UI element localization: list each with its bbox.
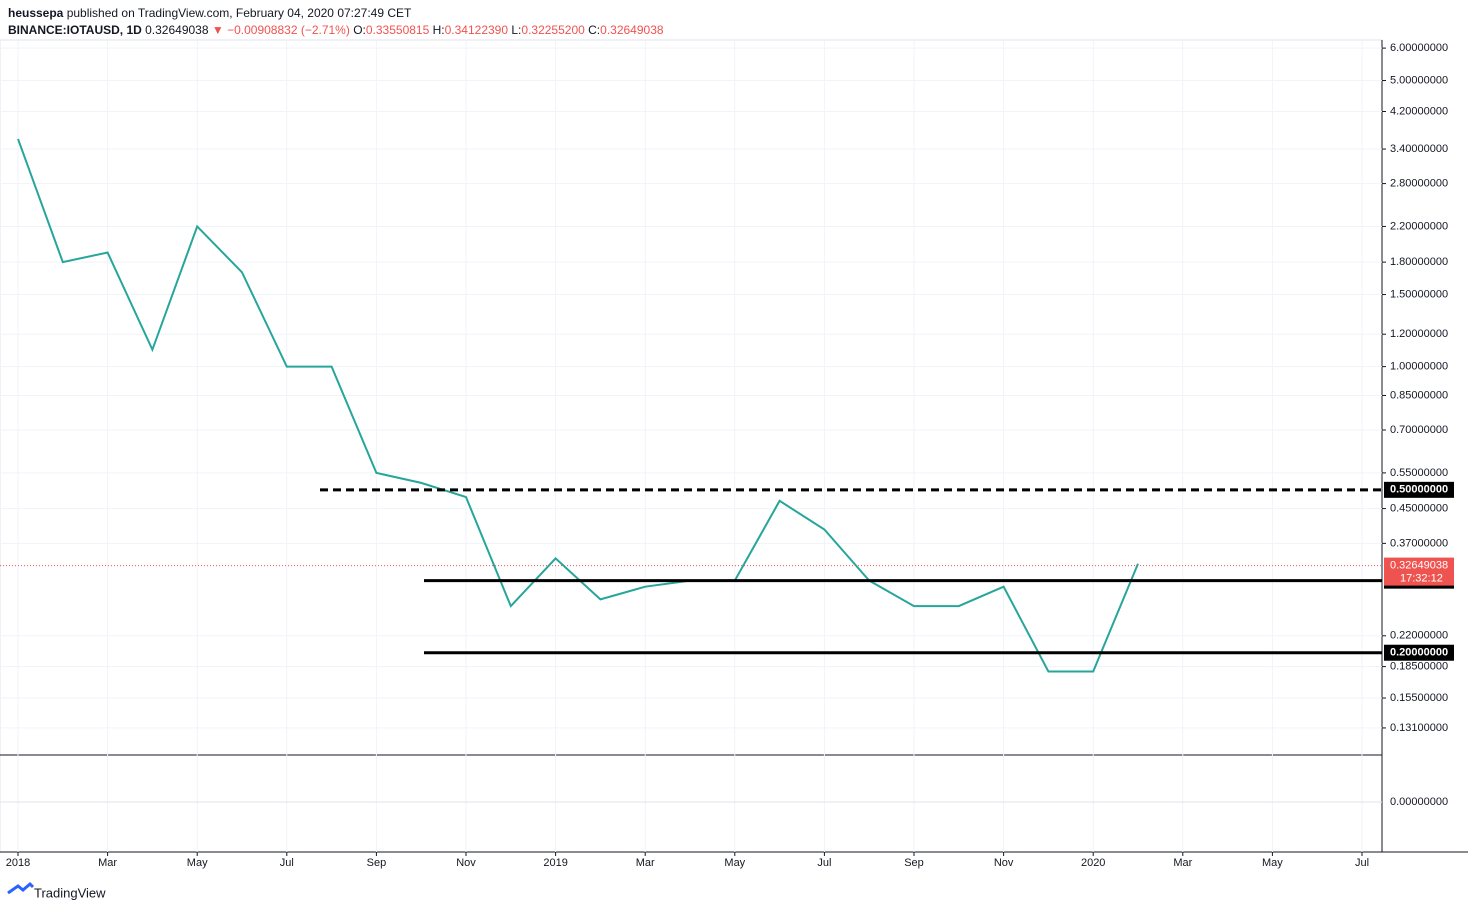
x-tick-label: Mar — [98, 857, 117, 869]
y-tick-label: 2.80000000 — [1390, 177, 1448, 189]
x-tick-label: Sep — [367, 857, 387, 869]
symbol: BINANCE:IOTAUSD, 1D — [8, 23, 142, 37]
y-tick-label: 4.20000000 — [1390, 105, 1448, 117]
price-line — [17, 138, 1139, 673]
header: heussepa published on TradingView.com, F… — [8, 5, 664, 39]
y-tick-label: 0.55000000 — [1390, 467, 1448, 479]
x-tick-label: May — [1262, 857, 1283, 869]
y-tick-label: 0.37000000 — [1390, 537, 1448, 549]
y-tick-label: 0.70000000 — [1390, 424, 1448, 436]
low-label: L: — [511, 23, 522, 37]
level-label: 0.50000000 — [1390, 484, 1448, 496]
y-tick-label: 1.00000000 — [1390, 361, 1448, 373]
y-tick-label: 0.13100000 — [1390, 722, 1448, 734]
x-tick-label: Jul — [280, 857, 294, 869]
countdown: 17:32:12 — [1400, 573, 1443, 585]
x-tick-label: 2018 — [6, 857, 30, 869]
open-label: O: — [353, 23, 366, 37]
y-tick-label: 6.00000000 — [1390, 42, 1448, 54]
level-label: 0.20000000 — [1390, 647, 1448, 659]
y-tick-label: 1.50000000 — [1390, 288, 1448, 300]
y-tick-label: 1.20000000 — [1390, 328, 1448, 340]
y-tick-label: 0.45000000 — [1390, 502, 1448, 514]
x-tick-label: Mar — [1173, 857, 1192, 869]
current-price-label: 0.32649038 — [1390, 560, 1448, 572]
y-tick-label: 3.40000000 — [1390, 143, 1448, 155]
x-tick-label: Sep — [904, 857, 924, 869]
footer-brand: TradingView — [34, 885, 106, 900]
last: 0.32649038 — [145, 23, 209, 37]
y-tick-label: 0.15500000 — [1390, 692, 1448, 704]
y-tick-label: 2.20000000 — [1390, 220, 1448, 232]
x-tick-label: Jul — [1355, 857, 1369, 869]
author: heussepa — [8, 6, 64, 20]
y-tick-label: 0.18500000 — [1390, 660, 1448, 672]
level-label: 0.30000000 — [1390, 575, 1448, 587]
high: 0.34122390 — [444, 23, 509, 37]
x-tick-label: Mar — [636, 857, 655, 869]
level-tag — [1384, 481, 1454, 498]
level-tag — [1384, 572, 1454, 589]
close: 0.32649038 — [600, 23, 664, 37]
low: 0.32255200 — [521, 23, 585, 37]
logo — [7, 881, 35, 895]
plot-frame — [0, 39, 1383, 853]
high-label: H: — [432, 23, 445, 37]
price-tag — [1384, 557, 1454, 586]
x-tick-label: 2020 — [1081, 857, 1105, 869]
level-tag — [1384, 644, 1454, 661]
change: ▼ −0.00908832 (−2.71%) — [211, 23, 350, 37]
y-tick-label: 5.00000000 — [1390, 74, 1448, 86]
y-tick-label: 0.00000000 — [1390, 796, 1448, 808]
x-tick-label: Nov — [456, 857, 476, 869]
close-label: C: — [588, 23, 601, 37]
x-tick-label: May — [187, 857, 208, 869]
x-tick-label: May — [724, 857, 745, 869]
x-tick-label: Nov — [994, 857, 1014, 869]
open: 0.33550815 — [365, 23, 430, 37]
y-tick-label: 1.80000000 — [1390, 256, 1448, 268]
x-tick-label: 2019 — [543, 857, 567, 869]
published: published on TradingView.com, February 0… — [66, 6, 412, 20]
y-tick-label: 0.85000000 — [1390, 389, 1448, 401]
y-tick-label: 0.22000000 — [1390, 630, 1448, 642]
x-tick-label: Jul — [817, 857, 831, 869]
